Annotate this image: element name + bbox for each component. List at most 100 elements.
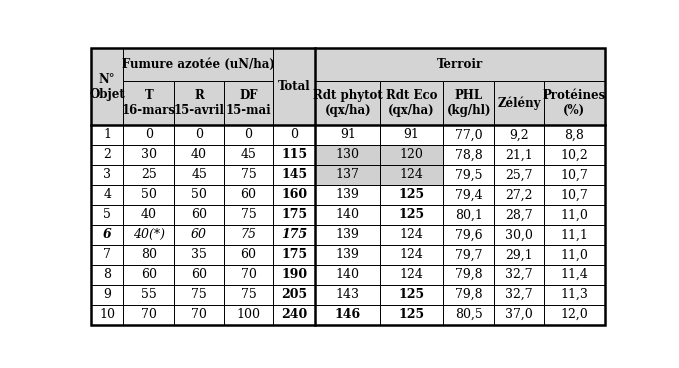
Text: 35: 35 [191, 248, 207, 261]
Bar [273, 285, 315, 305]
Text: 9,2: 9,2 [509, 128, 529, 141]
Text: 37,0: 37,0 [505, 308, 533, 321]
Text: 27,2: 27,2 [505, 188, 533, 201]
Bar [494, 205, 544, 225]
Bar [224, 245, 273, 265]
Text: 75: 75 [240, 168, 257, 181]
Bar [224, 285, 273, 305]
Text: 60: 60 [240, 188, 257, 201]
Bar [544, 305, 605, 325]
Text: 75: 75 [240, 288, 257, 301]
Text: 205: 205 [281, 288, 308, 301]
Bar [544, 285, 605, 305]
Text: 175: 175 [281, 228, 308, 241]
Bar [273, 205, 315, 225]
Bar [443, 305, 494, 325]
Text: 125: 125 [399, 308, 425, 321]
Bar [443, 185, 494, 205]
Text: 143: 143 [335, 288, 360, 301]
Bar [315, 185, 380, 205]
Text: 80: 80 [141, 248, 157, 261]
Text: 55: 55 [141, 288, 157, 301]
Bar [443, 145, 494, 165]
Bar [494, 265, 544, 285]
Text: 60: 60 [191, 208, 207, 221]
Text: 124: 124 [400, 248, 424, 261]
Text: 146: 146 [335, 308, 361, 321]
Text: 160: 160 [281, 188, 308, 201]
Text: PHL
(kg/hl): PHL (kg/hl) [446, 89, 491, 117]
Bar [544, 81, 605, 125]
Text: 75: 75 [191, 288, 207, 301]
Bar [224, 81, 273, 125]
Text: 1: 1 [103, 128, 111, 141]
Text: 25: 25 [141, 168, 157, 181]
Bar [123, 49, 273, 81]
Text: 10: 10 [99, 308, 115, 321]
Bar [380, 205, 443, 225]
Bar [123, 245, 175, 265]
Bar [175, 305, 224, 325]
Bar [123, 205, 175, 225]
Text: 91: 91 [404, 128, 420, 141]
Text: 137: 137 [335, 168, 360, 181]
Bar [123, 285, 175, 305]
Text: 124: 124 [400, 168, 424, 181]
Text: 21,1: 21,1 [505, 148, 533, 162]
Bar [494, 185, 544, 205]
Bar [494, 285, 544, 305]
Text: 70: 70 [191, 308, 207, 321]
Text: 2: 2 [103, 148, 111, 162]
Text: 139: 139 [335, 228, 360, 241]
Bar [273, 225, 315, 245]
Text: 175: 175 [281, 208, 308, 221]
Bar [175, 205, 224, 225]
Bar [273, 185, 315, 205]
Bar [91, 225, 123, 245]
Text: 125: 125 [399, 188, 425, 201]
Bar [91, 205, 123, 225]
Bar [123, 185, 175, 205]
Bar [380, 165, 443, 185]
Bar [544, 185, 605, 205]
Bar [380, 145, 443, 165]
Bar [175, 285, 224, 305]
Bar [443, 285, 494, 305]
Text: R
15-avril: R 15-avril [174, 89, 225, 117]
Bar [494, 225, 544, 245]
Bar [443, 165, 494, 185]
Text: 145: 145 [281, 168, 308, 181]
Text: Zélény: Zélény [497, 96, 540, 110]
Bar [544, 145, 605, 165]
Text: 30,0: 30,0 [505, 228, 533, 241]
Text: 8,8: 8,8 [564, 128, 584, 141]
Text: 40: 40 [141, 208, 157, 221]
Bar [494, 165, 544, 185]
Text: 8: 8 [103, 268, 111, 281]
Text: 50: 50 [191, 188, 207, 201]
Text: 10,7: 10,7 [560, 168, 588, 181]
Text: 4: 4 [103, 188, 111, 201]
Bar [273, 125, 315, 145]
Bar [123, 165, 175, 185]
Text: 190: 190 [281, 268, 308, 281]
Bar [494, 305, 544, 325]
Text: Protéines
(%): Protéines (%) [543, 89, 606, 117]
Text: 80,5: 80,5 [455, 308, 483, 321]
Bar [315, 165, 380, 185]
Text: 11,0: 11,0 [560, 208, 588, 221]
Bar [224, 305, 273, 325]
Text: 40: 40 [191, 148, 207, 162]
Bar [273, 49, 315, 125]
Bar [315, 265, 380, 285]
Bar [443, 125, 494, 145]
Bar [224, 205, 273, 225]
Bar [91, 165, 123, 185]
Bar [91, 49, 123, 125]
Text: 25,7: 25,7 [505, 168, 533, 181]
Text: 11,4: 11,4 [560, 268, 588, 281]
Bar [494, 145, 544, 165]
Text: 139: 139 [335, 248, 360, 261]
Text: 32,7: 32,7 [505, 288, 533, 301]
Bar [224, 145, 273, 165]
